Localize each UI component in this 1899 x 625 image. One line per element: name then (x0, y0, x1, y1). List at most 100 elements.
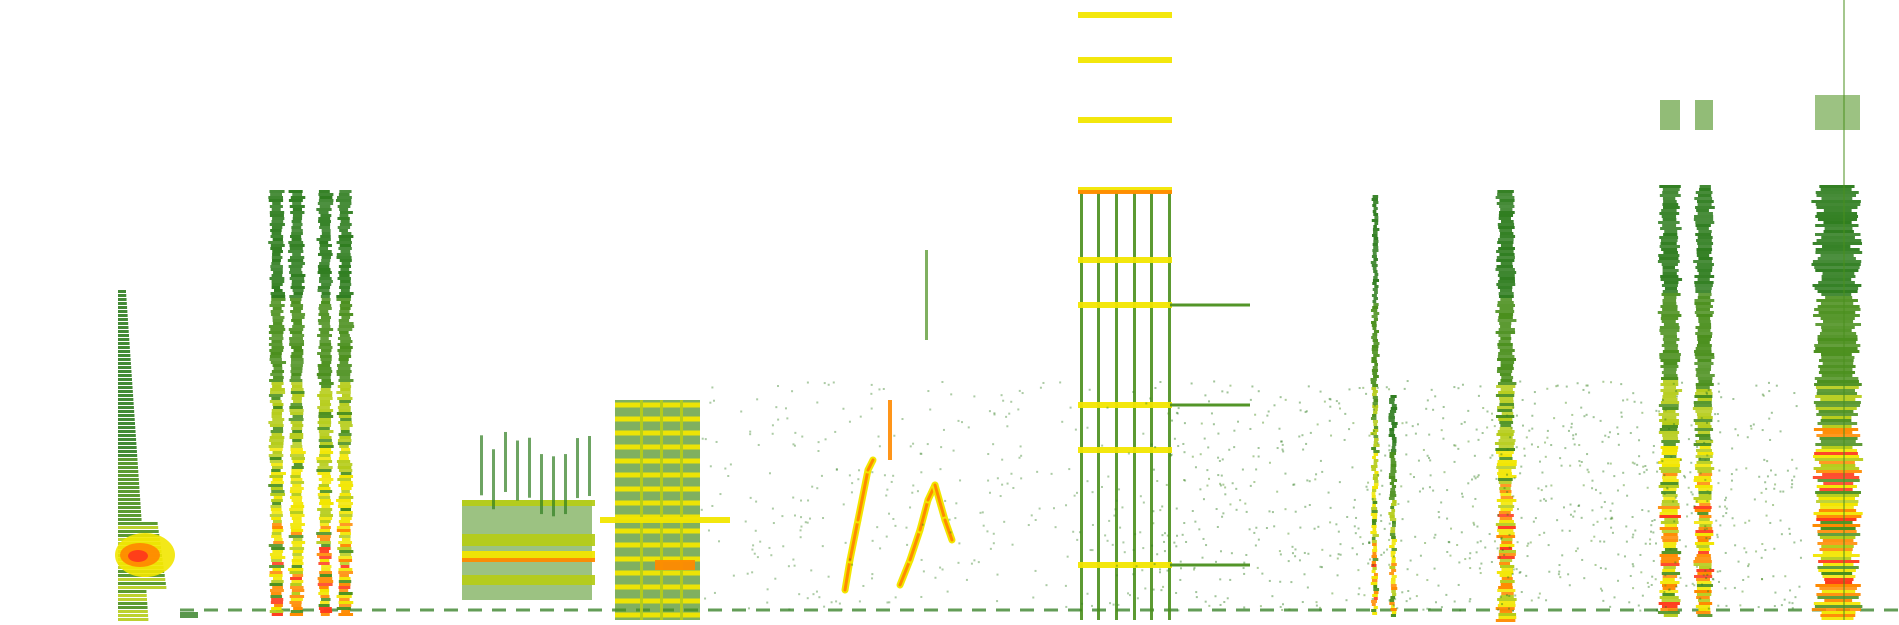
column-segment (1370, 261, 1377, 264)
noise-speck (1793, 392, 1796, 395)
column-segment (317, 583, 333, 586)
chirp-tail (925, 250, 928, 340)
noise-speck (1604, 434, 1607, 437)
noise-speck (1763, 458, 1766, 461)
column-segment (319, 310, 329, 313)
noise-speck (1411, 425, 1414, 428)
noise-speck (1525, 436, 1528, 439)
column-segment (1372, 243, 1378, 246)
column-segment (1697, 452, 1714, 455)
column-segment (318, 439, 332, 442)
column-segment (339, 493, 351, 496)
column-segment (1816, 212, 1858, 215)
noise-speck (1152, 588, 1155, 591)
noise-speck (1299, 526, 1302, 529)
column-segment (339, 190, 352, 193)
column-segment (1696, 254, 1710, 257)
noise-speck (1705, 577, 1708, 580)
column-segment (1819, 461, 1855, 464)
column-segment (341, 316, 351, 319)
noise-speck (1773, 487, 1776, 490)
column-segment (339, 346, 353, 349)
noise-speck (1379, 514, 1382, 517)
noise-speck (1501, 603, 1504, 606)
noise-speck (1580, 406, 1583, 409)
column-segment (1495, 448, 1516, 451)
column-segment (338, 556, 353, 559)
column-segment (269, 448, 283, 451)
harmonic-line (462, 551, 595, 559)
noise-speck (1477, 394, 1480, 397)
blob-segment (118, 362, 131, 365)
column-segment (270, 352, 282, 355)
spectral-blob (128, 550, 148, 562)
column-segment (291, 346, 303, 349)
column-segment (291, 472, 302, 475)
noise-speck (1706, 392, 1709, 395)
blob-segment (118, 498, 141, 501)
column-segment (1660, 563, 1680, 566)
column-segment (318, 412, 332, 415)
column-segment (1373, 201, 1379, 204)
noise-speck (1207, 446, 1210, 449)
column-segment (1657, 311, 1680, 314)
column-segment (1373, 354, 1380, 357)
column-segment (1698, 473, 1713, 476)
column-segment (1694, 557, 1712, 560)
column-segment (291, 604, 302, 607)
column-segment (1663, 335, 1677, 338)
column-segment (291, 358, 304, 361)
column-segment (1660, 365, 1679, 368)
noise-speck (1587, 471, 1590, 474)
column-segment (336, 253, 351, 256)
column-segment (290, 487, 304, 490)
noise-speck (1764, 500, 1767, 503)
column-segment (270, 247, 282, 250)
column-segment (271, 262, 281, 265)
noise-speck (1001, 458, 1004, 461)
noise-speck (771, 432, 774, 435)
column-segment (1498, 481, 1512, 484)
column-segment (268, 331, 284, 334)
noise-speck (1765, 514, 1768, 517)
harmonic-line (615, 556, 700, 562)
column-segment (1389, 515, 1395, 518)
column-segment (337, 328, 353, 331)
column-segment (1820, 506, 1854, 509)
column-segment (1817, 335, 1858, 338)
column-segment (1373, 276, 1378, 279)
column-segment (269, 214, 284, 217)
noise-speck (1652, 451, 1655, 454)
event-8 (1494, 190, 1517, 622)
column-segment (1390, 605, 1395, 608)
noise-speck (1021, 392, 1024, 395)
column-segment (317, 421, 332, 424)
noise-speck (1755, 550, 1758, 553)
column-segment (1694, 311, 1714, 314)
column-segment (1821, 326, 1855, 329)
noise-speck (1730, 473, 1733, 476)
column-segment (271, 415, 282, 418)
column-segment (1374, 291, 1378, 294)
column-segment (1816, 470, 1862, 473)
noise-speck (1548, 570, 1551, 573)
column-segment (1697, 599, 1711, 602)
column-segment (1496, 451, 1514, 454)
column-segment (272, 316, 285, 319)
column-segment (270, 361, 287, 364)
noise-speck (1428, 608, 1431, 611)
noise-speck (1442, 437, 1445, 440)
background-noise (700, 380, 1802, 612)
noise-speck (882, 387, 885, 390)
noise-speck (1401, 422, 1404, 425)
column-segment (271, 532, 282, 535)
blob-segment (118, 490, 140, 493)
noise-speck (1641, 509, 1644, 512)
noise-speck (1596, 520, 1599, 523)
blob-segment (118, 494, 140, 497)
column-segment (1663, 392, 1679, 395)
column-segment (1695, 221, 1715, 224)
column-segment (1822, 551, 1852, 554)
column-segment (1815, 269, 1859, 272)
noise-speck (1127, 592, 1130, 595)
